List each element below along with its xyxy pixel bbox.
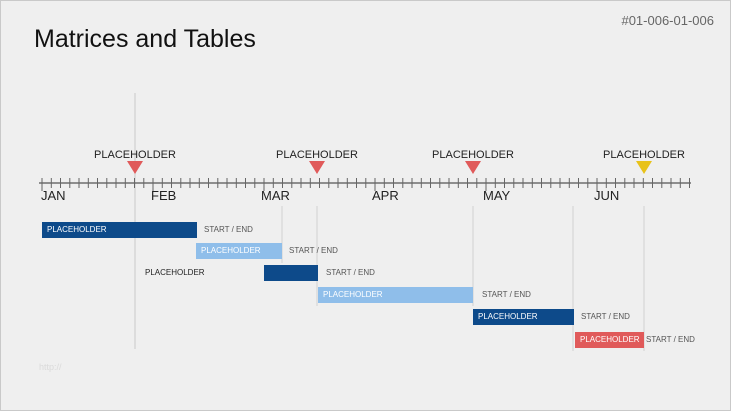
timeline-ticks	[41, 178, 690, 191]
task-bar-2[interactable]: PLACEHOLDER	[196, 243, 282, 259]
month-label-jun: JUN	[594, 188, 620, 203]
task-note-2: START / END	[289, 246, 338, 255]
page-title: Matrices and Tables	[34, 25, 256, 53]
milestone-marker-2	[309, 161, 325, 174]
milestone-label-3: PLACEHOLDER	[432, 149, 514, 161]
milestone-label-1: PLACEHOLDER	[94, 149, 176, 161]
month-label-feb: FEB	[151, 188, 177, 203]
task-bar-3[interactable]	[264, 265, 318, 281]
milestone-label-2: PLACEHOLDER	[276, 149, 358, 161]
task-note-6: START / END	[646, 335, 695, 344]
month-label-jan: JAN	[41, 188, 66, 203]
footer-url: http://	[39, 362, 62, 372]
task-note-1: START / END	[204, 225, 253, 234]
task-bar-5[interactable]: PLACEHOLDER	[473, 309, 574, 325]
month-label-may: MAY	[483, 188, 511, 203]
task-bar-4[interactable]: PLACEHOLDER	[318, 287, 473, 303]
month-label-apr: APR	[372, 188, 399, 203]
task-bar-3-label: PLACEHOLDER	[145, 268, 205, 277]
task-note-3: START / END	[326, 268, 375, 277]
slide-id: #01-006-01-006	[621, 13, 714, 28]
milestone-marker-4	[636, 161, 652, 174]
milestone-marker-3	[465, 161, 481, 174]
milestone-label-4: PLACEHOLDER	[603, 149, 685, 161]
milestone-marker-1	[127, 161, 143, 174]
month-label-mar: MAR	[261, 188, 290, 203]
task-note-5: START / END	[581, 312, 630, 321]
task-bar-1[interactable]: PLACEHOLDER	[42, 222, 197, 238]
task-note-4: START / END	[482, 290, 531, 299]
task-bar-6[interactable]: PLACEHOLDER	[575, 332, 644, 348]
